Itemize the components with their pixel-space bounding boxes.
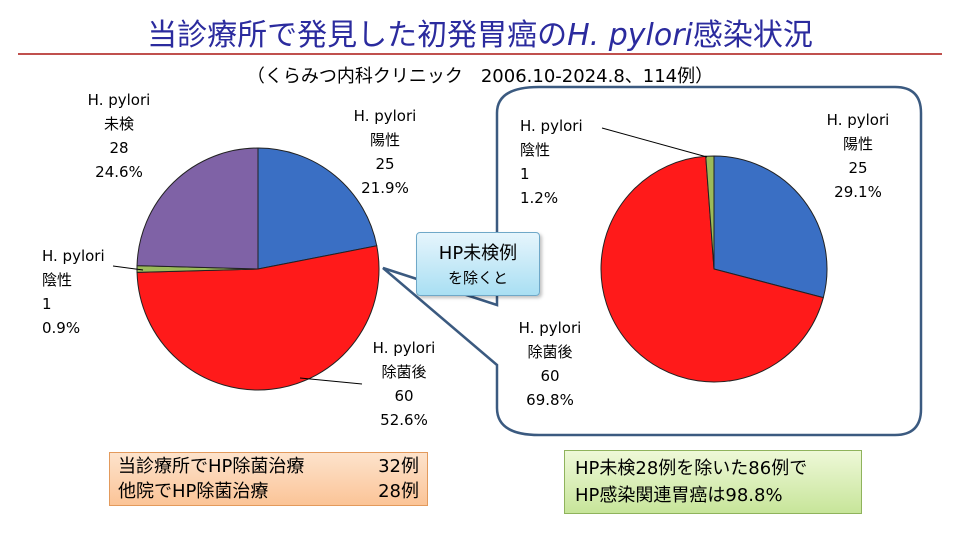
right-pie-chart [600,155,828,383]
page-title: 当診療所で発見した初発胃癌のH. pylori感染状況 [147,18,813,53]
label-right-negative: H. pylori 陰性 1 1.2% [520,117,583,207]
leader-line-left-eradicated [299,377,363,385]
left-pie-slice-untested [136,147,259,270]
eradication-breakdown-box: 当診療所でHP除菌治療 32例 他院でHP除菌治療 28例 [109,452,428,506]
label-right-positive: H. pylori 陽性 25 29.1% [826,111,890,201]
eradication-row-clinic: 当診療所でHP除菌治療 32例 [118,456,419,477]
left-pie-slice-positive [257,147,378,270]
label-right-eradicated: H. pylori 除菌後 60 69.8% [518,319,582,409]
summary-box: HP未検28例を除いた86例で HP感染関連胃癌は98.8% [564,450,862,514]
left-pie-chart [136,147,380,391]
right-pie-slice-positive [713,155,828,299]
label-left-eradicated: H. pylori 除菌後 60 52.6% [372,339,436,429]
right-pie-slice-eradicated [600,155,824,383]
eradication-row-other-hospital: 他院でHP除菌治療 28例 [118,481,419,502]
chart-subtitle: （くらみつ内科クリニック 2006.10-2024.8、114例） [246,66,714,87]
leader-line-right-negative [601,127,708,158]
left-pie-slice-eradicated [136,245,380,391]
leader-line-left-negative [112,265,144,271]
label-left-positive: H. pylori 陽性 25 21.9% [353,107,417,197]
label-left-untested: H. pylori 未検 28 24.6% [87,91,151,181]
callout-exclude-untested: HP未検例 を除くと [416,232,540,296]
title-divider [18,53,942,55]
label-left-negative: H. pylori 陰性 1 0.9% [42,247,105,337]
